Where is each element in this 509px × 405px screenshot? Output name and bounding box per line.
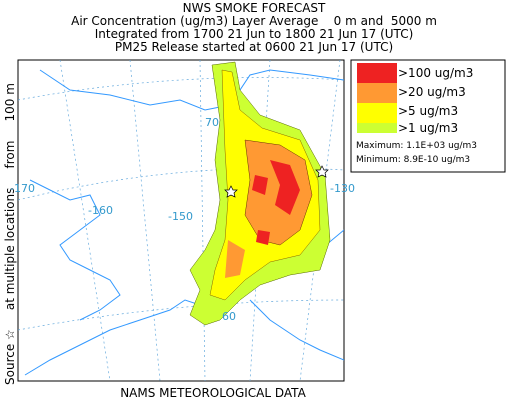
legend-swatch <box>357 103 397 123</box>
map: -170 -160 -150 70 -130 60 <box>10 59 355 382</box>
subtitle: PM25 Release started at 0600 21 Jun 17 (… <box>115 40 393 54</box>
title: NWS SMOKE FORECAST <box>183 1 326 15</box>
subtitle: Integrated from 1700 21 Jun to 1800 21 J… <box>95 27 414 41</box>
map-label: -160 <box>88 204 113 217</box>
legend-min: Minimum: 8.9E-10 ug/m3 <box>356 155 470 165</box>
map-label: 60 <box>222 310 236 323</box>
legend-label: >100 ug/m3 <box>398 66 473 80</box>
legend: >100 ug/m3 >20 ug/m3 >5 ug/m3 >1 ug/m3 M… <box>350 59 506 173</box>
side-label: Source ☆ at multiple locations from 100 … <box>3 83 17 385</box>
map-label: -150 <box>168 210 193 223</box>
map-label: -130 <box>330 182 355 195</box>
footer: NAMS METEOROLOGICAL DATA <box>120 386 306 400</box>
legend-swatch <box>357 83 397 103</box>
legend-max: Maximum: 1.1E+03 ug/m3 <box>356 141 477 151</box>
subtitle: Air Concentration (ug/m3) Layer Average … <box>71 14 437 28</box>
legend-swatch <box>357 123 397 133</box>
legend-swatch <box>357 63 397 83</box>
legend-label: >5 ug/m3 <box>398 104 458 118</box>
map-label: 70 <box>205 116 219 129</box>
legend-label: >1 ug/m3 <box>398 121 458 135</box>
legend-label: >20 ug/m3 <box>398 85 466 99</box>
map-label: -170 <box>10 182 35 195</box>
